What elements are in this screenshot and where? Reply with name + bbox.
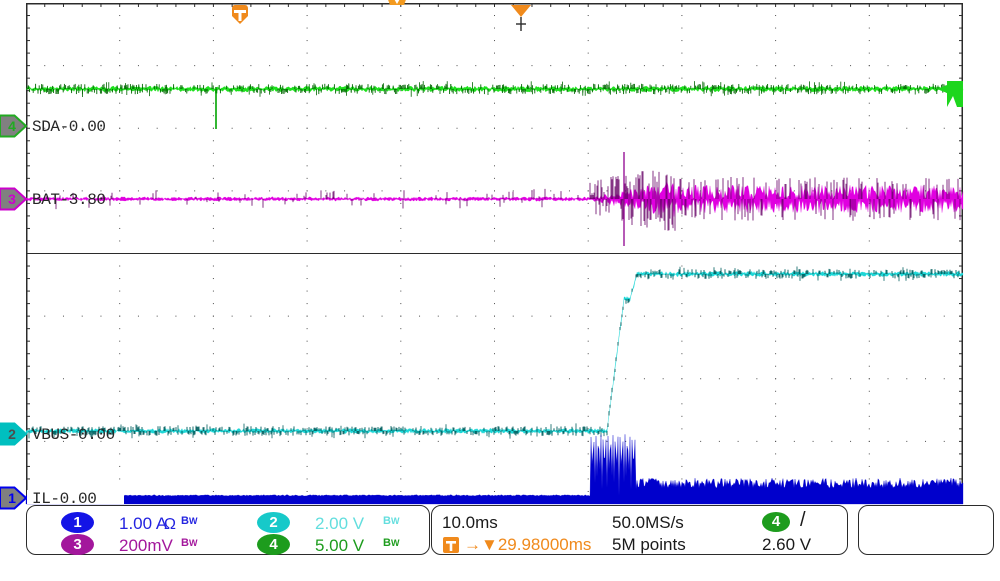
svg-text:1: 1 <box>8 490 16 506</box>
svg-text:3: 3 <box>8 191 16 207</box>
svg-text:4: 4 <box>8 118 16 134</box>
svg-text:2: 2 <box>8 426 16 442</box>
